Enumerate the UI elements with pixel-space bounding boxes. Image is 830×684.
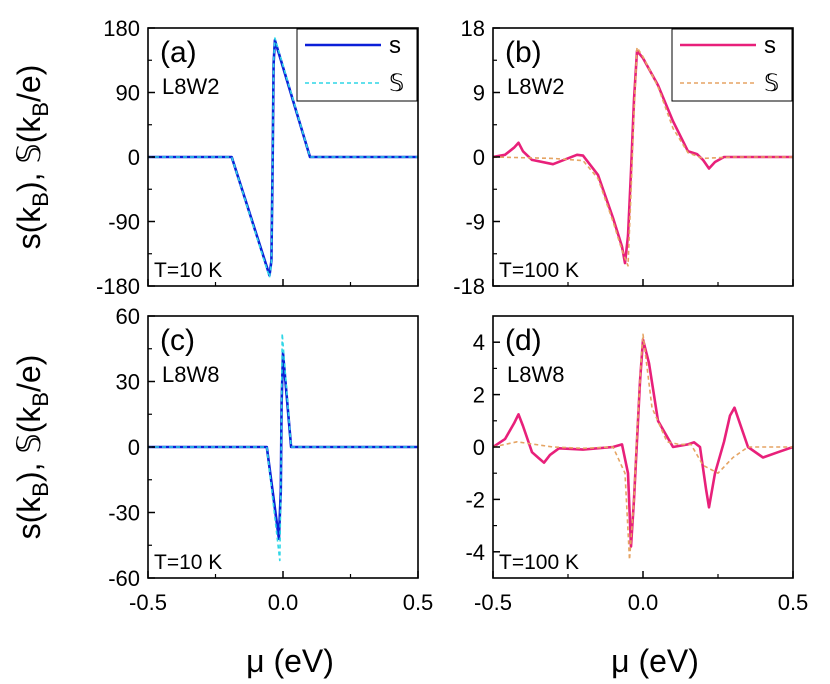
legend-box-a: [296, 28, 418, 102]
temperature-label-b: T=100 K: [499, 259, 579, 282]
series-group-d: [493, 333, 793, 561]
series-line-b-s: [493, 49, 793, 265]
x-tick-label-c: 0.5: [403, 590, 434, 615]
panel-label-c: (c): [160, 324, 195, 357]
series-group-a: [148, 37, 418, 279]
legend-a: s𝕊: [296, 28, 418, 102]
sample-label-d: L8W8: [507, 362, 564, 387]
temperature-label-c: T=10 K: [154, 551, 222, 574]
x-tick-label-d: -0.5: [474, 590, 512, 615]
legend-b: s𝕊: [671, 28, 793, 102]
panel-label-d: (d): [505, 324, 542, 357]
series-line-b-S: [493, 46, 793, 267]
x-axis-title-right: μ (eV): [611, 643, 699, 679]
x-tick-label-d: 0.5: [778, 590, 809, 615]
y-tick-label-c: -30: [108, 501, 140, 526]
y-tick-label-d: 2: [473, 383, 485, 408]
svg-text:s(kB), 𝕊(kB/e): s(kB), 𝕊(kB/e): [11, 355, 53, 540]
y-tick-label-c: 30: [116, 370, 140, 395]
y-tick-label-d: -4: [465, 540, 485, 565]
legend-box-b: [671, 28, 793, 102]
panel-label-a: (a): [160, 36, 197, 69]
panel-label-b: (b): [505, 36, 542, 69]
legend-label-a-1: 𝕊: [389, 70, 404, 97]
y-tick-label-a: 90: [116, 81, 140, 106]
y-tick-label-d: 0: [473, 435, 485, 460]
x-tick-label-c: 0.0: [268, 590, 299, 615]
sample-label-a: L8W2: [162, 74, 219, 99]
panel-a: -180 -90 0 90 180 (a) L8W2 T=10 K s𝕊: [96, 16, 419, 299]
y-tick-label-a: -180: [96, 274, 140, 299]
sample-label-b: L8W2: [507, 74, 564, 99]
x-tick-label-d: 0.0: [628, 590, 659, 615]
y-axis-title-bottom: s(kB), 𝕊(kB/e): [11, 355, 53, 540]
y-tick-label-c: 60: [116, 304, 140, 329]
series-line-a-S: [148, 37, 418, 279]
y-tick-label-a: -90: [108, 210, 140, 235]
panel-d: -4 -2 0 2 4 -0.5 0.0 0.5 (d) L8W8 T=100 K: [465, 315, 809, 615]
y-tick-label-c: 0: [128, 435, 140, 460]
y-tick-label-a: 0: [128, 145, 140, 170]
y-tick-label-b: 0: [473, 145, 485, 170]
y-tick-label-b: 18: [461, 16, 485, 41]
y-tick-label-c: -60: [108, 566, 140, 591]
legend-label-b-1: 𝕊: [764, 70, 779, 97]
x-tick-label-c: -0.5: [129, 590, 167, 615]
temperature-label-d: T=100 K: [499, 551, 579, 574]
panel-c: -60 -30 0 30 60 -0.5 0.0 0.5 (c) L8W8 T=10 K: [108, 304, 433, 615]
legend-label-a-0: s: [389, 32, 401, 59]
x-axis-title-left: μ (eV): [246, 643, 334, 679]
series-line-d-S: [493, 333, 793, 561]
sample-label-c: L8W8: [162, 362, 219, 387]
series-line-c-S: [148, 332, 418, 562]
y-tick-label-b: -18: [453, 274, 485, 299]
y-tick-label-a: 180: [103, 16, 140, 41]
svg-text:s(kB), 𝕊(kB/e): s(kB), 𝕊(kB/e): [11, 65, 53, 250]
series-group-b: [493, 46, 793, 267]
y-axis-title-top: s(kB), 𝕊(kB/e): [11, 65, 53, 250]
y-tick-label-b: -9: [465, 210, 485, 235]
temperature-label-a: T=10 K: [154, 259, 222, 282]
series-group-c: [148, 332, 418, 562]
panel-b: -18 -9 0 9 18 (b) L8W2 T=100 K s𝕊: [453, 16, 794, 299]
y-tick-label-d: -2: [465, 487, 485, 512]
y-tick-label-d: 4: [473, 330, 485, 355]
y-tick-label-b: 9: [473, 81, 485, 106]
legend-label-b-0: s: [764, 32, 776, 59]
